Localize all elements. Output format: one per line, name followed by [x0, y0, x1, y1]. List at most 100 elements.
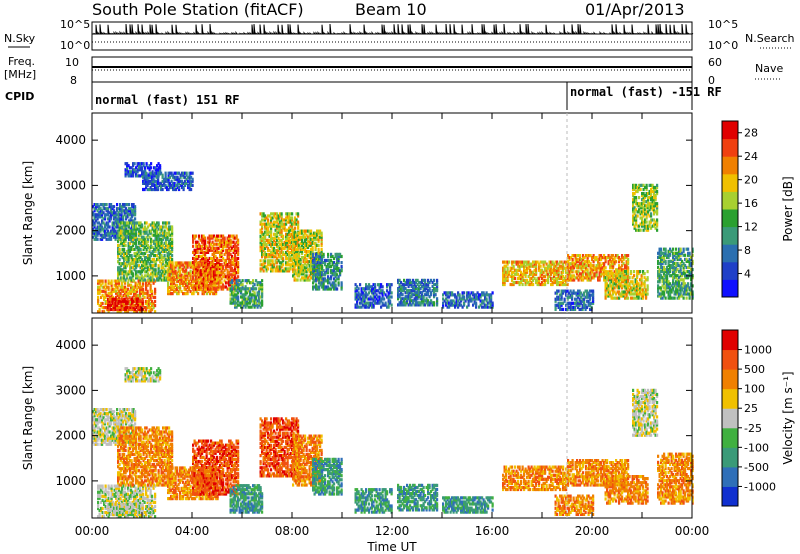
- echo-cell: [120, 231, 123, 235]
- echo-cell: [199, 269, 202, 273]
- echo-cell: [180, 281, 183, 285]
- echo-cell: [201, 238, 204, 242]
- echo-cell: [129, 237, 132, 241]
- echo-cell: [506, 266, 509, 270]
- echo-cell: [104, 295, 107, 299]
- echo-cell: [145, 264, 148, 268]
- echo-cell: [141, 162, 144, 166]
- echo-cell: [152, 173, 155, 177]
- echo-cell: [139, 272, 142, 276]
- echo-cell: [202, 283, 205, 287]
- echo-cell: [134, 310, 137, 314]
- echo-cell: [145, 239, 148, 243]
- echo-cell: [156, 258, 159, 262]
- echo-cell: [201, 263, 204, 267]
- echo-cell: [116, 219, 119, 223]
- echo-cell: [141, 166, 144, 170]
- echo-cell: [133, 264, 136, 268]
- echo-cell: [267, 267, 270, 271]
- echo-cell: [99, 237, 102, 241]
- echo-cell: [102, 227, 105, 231]
- echo-cell: [104, 231, 107, 235]
- echo-cell: [167, 171, 170, 175]
- echo-cell: [117, 221, 120, 225]
- echo-cell: [389, 299, 392, 303]
- echo-cell: [384, 301, 387, 305]
- echo-cell: [178, 171, 181, 175]
- echo-cell: [126, 164, 129, 168]
- echo-cell: [148, 245, 151, 249]
- echo-cell: [135, 258, 138, 262]
- echo-cell: [124, 239, 127, 243]
- echo-cell: [171, 292, 174, 296]
- echo-cell: [135, 223, 138, 227]
- echo-cell: [157, 256, 160, 260]
- echo-cell: [167, 177, 170, 181]
- echo-cell: [130, 276, 133, 280]
- echo-cell: [102, 207, 105, 211]
- echo-cell: [136, 260, 139, 264]
- echo-cell: [176, 279, 179, 283]
- echo-cell: [108, 299, 111, 303]
- echo-cell: [129, 262, 132, 266]
- echo-cell: [148, 229, 151, 233]
- echo-cell: [123, 303, 126, 307]
- echo-cell: [128, 209, 131, 213]
- echo-cell: [199, 271, 202, 275]
- echo-cell: [173, 183, 176, 187]
- echo-cell: [142, 268, 145, 272]
- echo-cell: [134, 209, 137, 213]
- echo-cell: [184, 179, 187, 183]
- echo-cell: [129, 233, 132, 237]
- echo-cell: [142, 179, 145, 183]
- echo-cell: [104, 281, 107, 285]
- echo-cell: [159, 251, 162, 256]
- echo-cell: [173, 185, 176, 190]
- echo-cell: [99, 233, 102, 237]
- echo-cell: [130, 272, 133, 276]
- echo-cell: [434, 293, 437, 297]
- echo-cell: [136, 258, 139, 262]
- echo-cell: [165, 241, 168, 245]
- echo-cell: [154, 262, 157, 266]
- echo-cell: [176, 185, 179, 190]
- echo-cell: [201, 244, 204, 248]
- echo-cell: [162, 260, 165, 264]
- echo-cell: [131, 287, 134, 291]
- echo-cell: [136, 310, 139, 314]
- echo-cell: [177, 275, 180, 279]
- echo-cell: [93, 213, 96, 217]
- echo-cell: [169, 175, 172, 179]
- echo-cell: [124, 310, 127, 314]
- echo-cell: [144, 274, 147, 278]
- echo-cell: [195, 269, 198, 273]
- echo-cell: [171, 269, 174, 273]
- echo-cell: [128, 289, 131, 293]
- echo-cell: [125, 203, 128, 207]
- echo-cell: [106, 293, 109, 297]
- echo-cell: [199, 244, 202, 248]
- echo-cell: [192, 275, 195, 279]
- echo-cell: [126, 305, 129, 309]
- echo-cell: [149, 301, 152, 306]
- echo-cell: [187, 183, 190, 187]
- echo-cell: [160, 225, 163, 229]
- echo-cell: [195, 258, 198, 263]
- echo-cell: [154, 187, 157, 192]
- echo-cell: [98, 227, 101, 231]
- echo-cell: [179, 285, 182, 290]
- echo-cell: [110, 229, 113, 233]
- echo-cell: [201, 240, 204, 244]
- echo-cell: [144, 241, 147, 245]
- echo-cell: [186, 292, 189, 296]
- echo-cell: [179, 281, 182, 285]
- echo-cell: [107, 213, 110, 217]
- echo-cell: [118, 247, 121, 251]
- echo-cell: [320, 231, 323, 235]
- echo-cell: [125, 310, 128, 314]
- echo-cell: [139, 297, 142, 301]
- echo-cell: [120, 299, 123, 303]
- echo-cell: [159, 270, 162, 274]
- echo-cell: [111, 225, 114, 229]
- echo-cell: [128, 207, 131, 211]
